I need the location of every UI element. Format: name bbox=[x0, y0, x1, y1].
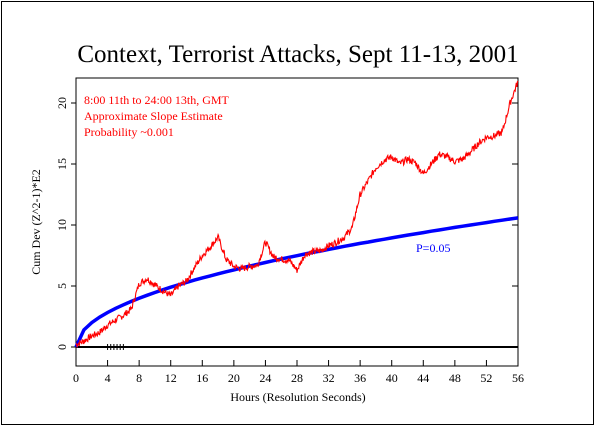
annotation-probability: Probability ~0.001 bbox=[84, 125, 174, 139]
envelope-label: P=0.05 bbox=[416, 241, 450, 255]
y-tick-label: 5 bbox=[55, 283, 69, 289]
x-tick-label: 4 bbox=[105, 371, 111, 385]
x-tick-label: 24 bbox=[259, 371, 271, 385]
x-tick-label: 44 bbox=[417, 371, 429, 385]
x-tick-label: 36 bbox=[354, 371, 366, 385]
y-tick-label: 0 bbox=[55, 344, 69, 350]
x-tick-label: 52 bbox=[480, 371, 492, 385]
y-tick-label: 15 bbox=[55, 158, 69, 170]
x-axis-label: Hours (Resolution Seconds) bbox=[230, 390, 365, 404]
x-tick-label: 40 bbox=[386, 371, 398, 385]
annotation-time-range: 8:00 11th to 24:00 13th, GMT bbox=[84, 93, 230, 107]
x-tick-label: 12 bbox=[165, 371, 177, 385]
chart-title: Context, Terrorist Attacks, Sept 11-13, … bbox=[77, 41, 518, 68]
p005-envelope-line bbox=[74, 216, 519, 348]
x-tick-label: 48 bbox=[449, 371, 461, 385]
x-tick-label: 28 bbox=[291, 371, 303, 385]
x-tick-label: 56 bbox=[512, 371, 524, 385]
cumdev-line bbox=[75, 80, 519, 349]
x-tick-label: 16 bbox=[196, 371, 208, 385]
x-tick-label: 8 bbox=[136, 371, 142, 385]
y-tick-label: 10 bbox=[55, 219, 69, 231]
annotation-slope: Approximate Slope Estimate bbox=[84, 109, 223, 123]
y-tick-label: 20 bbox=[55, 97, 69, 109]
x-tick-label: 32 bbox=[323, 371, 335, 385]
x-axis: 0 4 8 12 16 20 24 28 32 36 40 44 48 52 56 bbox=[73, 360, 524, 385]
x-tick-label: 20 bbox=[228, 371, 240, 385]
y-axis: 0 5 10 15 20 bbox=[55, 97, 518, 350]
y-axis-label: Cum Dev (Z^2-1)*E2 bbox=[29, 169, 43, 275]
x-tick-label: 0 bbox=[73, 371, 79, 385]
event-markers bbox=[107, 344, 124, 350]
